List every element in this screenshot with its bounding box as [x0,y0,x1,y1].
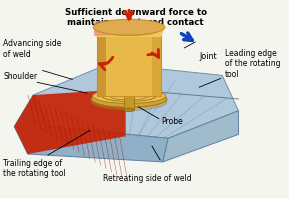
Text: Joint: Joint [199,52,217,61]
Polygon shape [28,127,168,162]
Polygon shape [14,95,49,154]
Polygon shape [94,21,140,36]
Polygon shape [163,111,238,162]
Text: Trailing edge of
the rotating tool: Trailing edge of the rotating tool [3,159,66,178]
Polygon shape [97,28,162,96]
Ellipse shape [124,108,134,112]
Ellipse shape [91,91,167,107]
Ellipse shape [91,94,167,110]
Text: Sufficient downward force to
maintain registered contact: Sufficient downward force to maintain re… [65,8,207,27]
Polygon shape [152,28,162,96]
Text: Advancing side
of weld: Advancing side of weld [3,39,62,59]
Text: Probe: Probe [162,117,183,126]
Polygon shape [33,64,238,138]
Ellipse shape [93,19,165,35]
Polygon shape [94,28,164,37]
Ellipse shape [92,89,166,103]
Polygon shape [97,28,106,96]
Text: Shoulder: Shoulder [3,72,38,81]
Polygon shape [124,96,134,110]
Polygon shape [14,89,125,154]
Ellipse shape [97,21,162,36]
Text: Leading edge
of the rotating
tool: Leading edge of the rotating tool [225,49,280,79]
Text: Retreating side of weld: Retreating side of weld [103,174,192,183]
